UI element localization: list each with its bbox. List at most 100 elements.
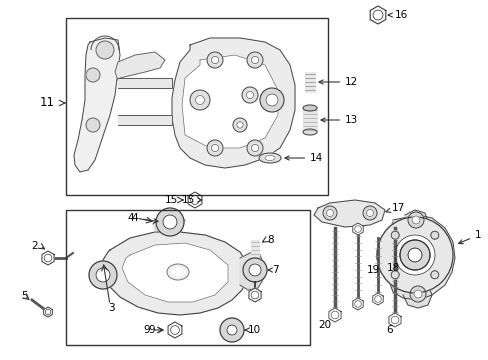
Polygon shape <box>172 38 294 168</box>
Text: 15: 15 <box>182 195 202 205</box>
Circle shape <box>243 258 266 282</box>
Circle shape <box>190 195 199 204</box>
Polygon shape <box>240 252 264 290</box>
Circle shape <box>232 118 246 132</box>
Polygon shape <box>328 308 340 322</box>
Bar <box>66 210 309 345</box>
Text: 6: 6 <box>386 325 392 335</box>
Circle shape <box>211 144 218 152</box>
Circle shape <box>206 52 223 68</box>
Circle shape <box>171 326 179 334</box>
Text: 12: 12 <box>318 77 358 87</box>
Circle shape <box>430 271 438 279</box>
Circle shape <box>265 94 278 106</box>
Circle shape <box>163 215 177 229</box>
Circle shape <box>260 88 284 112</box>
Circle shape <box>354 226 361 232</box>
Circle shape <box>376 217 452 293</box>
Polygon shape <box>248 288 261 302</box>
Polygon shape <box>115 52 164 80</box>
Text: 20: 20 <box>318 320 331 330</box>
Ellipse shape <box>167 264 189 280</box>
Circle shape <box>366 210 373 216</box>
Ellipse shape <box>303 105 316 111</box>
Circle shape <box>226 325 237 335</box>
Circle shape <box>156 208 183 236</box>
Polygon shape <box>188 192 202 208</box>
Text: 17: 17 <box>385 203 405 213</box>
Ellipse shape <box>259 153 281 163</box>
Circle shape <box>220 318 244 342</box>
Circle shape <box>44 254 52 262</box>
Polygon shape <box>388 313 400 327</box>
Circle shape <box>430 231 438 239</box>
Circle shape <box>195 95 204 104</box>
Text: 1: 1 <box>458 230 481 244</box>
Circle shape <box>354 301 361 307</box>
Circle shape <box>251 57 258 64</box>
Polygon shape <box>385 215 454 300</box>
Polygon shape <box>74 38 120 172</box>
Polygon shape <box>102 232 247 315</box>
Bar <box>66 18 327 195</box>
Circle shape <box>411 216 419 224</box>
Circle shape <box>430 231 438 239</box>
Circle shape <box>390 271 398 279</box>
Polygon shape <box>43 307 52 317</box>
Circle shape <box>96 41 114 59</box>
Circle shape <box>430 271 438 279</box>
Text: 9: 9 <box>143 325 150 335</box>
Circle shape <box>390 231 398 239</box>
Text: 18: 18 <box>386 263 400 273</box>
Circle shape <box>394 235 434 275</box>
Polygon shape <box>182 55 278 148</box>
Circle shape <box>248 264 261 276</box>
Circle shape <box>394 235 434 275</box>
Text: 7: 7 <box>268 265 278 275</box>
Text: 8: 8 <box>266 235 273 245</box>
Polygon shape <box>402 283 431 308</box>
Text: 14: 14 <box>285 153 323 163</box>
Ellipse shape <box>303 129 316 135</box>
Circle shape <box>251 144 258 152</box>
Circle shape <box>407 248 421 262</box>
Circle shape <box>246 52 263 68</box>
Circle shape <box>390 316 398 324</box>
Circle shape <box>246 91 253 99</box>
Circle shape <box>399 240 429 270</box>
Circle shape <box>407 248 421 262</box>
Polygon shape <box>168 322 182 338</box>
Circle shape <box>242 87 258 103</box>
Text: 3: 3 <box>108 303 114 313</box>
Bar <box>303 108 316 132</box>
Polygon shape <box>122 243 227 302</box>
Circle shape <box>211 57 218 64</box>
Text: 15: 15 <box>164 195 178 205</box>
Circle shape <box>251 291 258 299</box>
Text: 2: 2 <box>31 241 38 251</box>
Polygon shape <box>402 210 427 232</box>
Text: 10: 10 <box>244 325 261 335</box>
Circle shape <box>246 140 263 156</box>
Polygon shape <box>118 78 172 88</box>
Polygon shape <box>313 200 384 227</box>
Circle shape <box>86 68 100 82</box>
Text: 9: 9 <box>148 325 163 335</box>
Circle shape <box>45 309 51 315</box>
Polygon shape <box>352 223 363 235</box>
Circle shape <box>399 240 429 270</box>
Polygon shape <box>352 298 363 310</box>
Text: 4: 4 <box>131 213 158 223</box>
Circle shape <box>326 210 333 216</box>
Polygon shape <box>153 215 184 232</box>
Circle shape <box>409 286 425 302</box>
Polygon shape <box>42 251 54 265</box>
Circle shape <box>376 217 452 293</box>
Text: 11: 11 <box>40 96 55 109</box>
Circle shape <box>170 325 179 334</box>
Circle shape <box>206 140 223 156</box>
Polygon shape <box>372 293 383 305</box>
Polygon shape <box>369 6 385 24</box>
Text: 16: 16 <box>387 10 407 20</box>
Text: 4: 4 <box>127 213 134 223</box>
